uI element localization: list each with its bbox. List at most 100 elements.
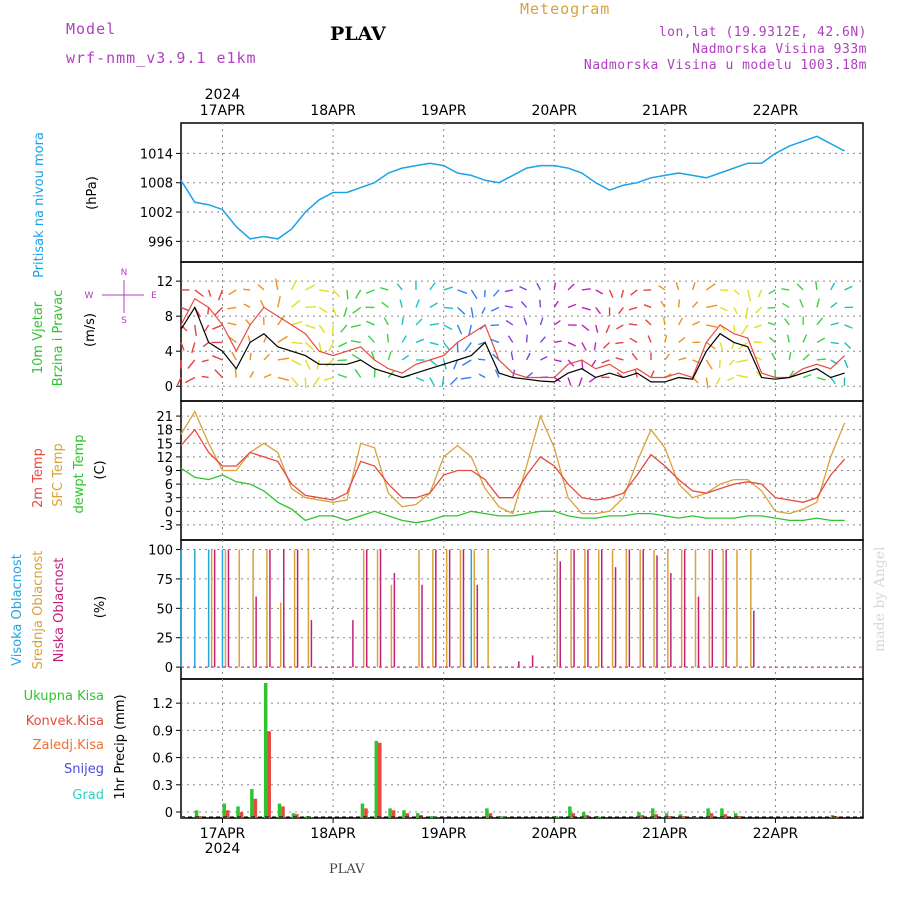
y-tick-label: 3 [165,492,173,507]
wind-barb [643,304,652,309]
conv-precip-bar [267,731,271,818]
wind-barb [553,320,561,326]
y-tick-label: 15 [156,437,173,452]
wind-barb [768,289,776,295]
total-precip-bar [236,806,240,818]
wind-barb [595,324,599,333]
wind-barb [328,342,334,352]
wind-barb [816,298,820,308]
y-tick-label: 996 [148,235,173,250]
conv-precip-bar [737,816,741,818]
wind-barb [554,359,562,363]
wind-barb [802,353,810,361]
wind-barb [507,335,514,343]
wind-barb [504,305,513,309]
conv-precip-bar [253,798,258,818]
wind-barb [590,359,597,368]
wind-barb [386,333,390,343]
wind-barb [715,377,721,385]
wind-barb [231,351,237,361]
wind-barb [290,279,298,291]
wind-barb [201,375,209,379]
model-name: wrf-nmm_v3.9.1 e1km [66,49,257,67]
wind-barb [816,358,826,361]
wind-barb [492,289,500,297]
x-tick-label-top: 17APR [200,103,246,119]
y-tick-label: 25 [156,632,173,647]
precip-legend-item: Ukupna Kisa [24,689,104,704]
wind-barb [478,373,486,379]
wind-barb [245,319,251,326]
y-tick-label: 1.2 [152,697,173,712]
wind-barb [733,307,738,315]
wind-barb [429,323,439,326]
wind-barb [581,288,591,291]
panel-frame-precip [180,678,864,819]
wind-barb [460,376,472,380]
lonlat-text: lon,lat (19.9312E, 42.6N) [658,25,867,40]
dewpt-line [180,467,845,524]
wind-barb [554,340,562,344]
conv-precip-bar [225,810,230,818]
wind-barb [755,306,763,314]
wind-barb [504,289,513,293]
wind-barb [678,357,687,361]
total-precip-bar [554,816,558,818]
total-precip-bar [388,808,392,818]
x-tick-label-bottom: 19APR [421,826,467,842]
y-tick-label: 0 [165,661,173,676]
wind-barb [429,359,438,367]
wind-barb [767,322,776,326]
compass-east: E [151,291,157,301]
total-precip-bar [416,813,420,818]
wind-barb [228,289,237,296]
wind-barb [304,359,311,370]
wind-barb [191,342,196,354]
wind-barb [204,324,210,332]
high-cloud-axis-title: Visoka Oblacnost [10,554,25,666]
wind-barb [490,338,500,344]
wind-barb [318,342,322,352]
footer-station: PLAV [329,862,365,877]
wind-barb [567,341,577,347]
wind-barb [415,299,420,308]
wind-barb [728,359,735,366]
y-tick-label: 0.3 [152,779,173,794]
wind-barb [214,369,223,378]
wind-barb [705,283,716,291]
total-precip-bar [277,803,282,818]
product-title: Meteogram [520,0,611,18]
wind-barb [340,324,348,333]
wind-barb [757,289,763,298]
y-tick-label: 0.9 [152,724,173,739]
wind-barb [194,289,205,298]
wind-barb [588,376,597,383]
wind-barb [429,282,436,291]
wind-barb [802,334,808,343]
wind-barb [784,318,790,326]
wind-barb [796,283,804,291]
wind-barb [593,342,597,351]
wind-barb [187,359,196,369]
wind-barb [706,304,718,309]
y-tick-label: 18 [156,424,173,439]
total-precip-bar [664,813,669,818]
compass-north: N [121,268,128,278]
y-tick-label: 0 [165,380,173,395]
wind-barb [214,306,223,316]
wind-barb [678,317,684,326]
wind-barb [291,299,301,308]
wind-barb [318,306,328,314]
precip-legend-item: Snijeg [64,762,104,777]
wind-barb [443,342,451,351]
wind-barb [815,280,818,290]
wind-barb [481,307,486,315]
wind-barb [291,359,302,366]
wind-barb [830,282,836,291]
y-tick-label: 12 [156,451,173,466]
y-tick-label: 75 [156,573,173,588]
wind-barb [470,307,474,318]
conv-precip-bar [405,813,410,818]
wind-barb [354,289,362,299]
wind-barb [415,338,425,344]
